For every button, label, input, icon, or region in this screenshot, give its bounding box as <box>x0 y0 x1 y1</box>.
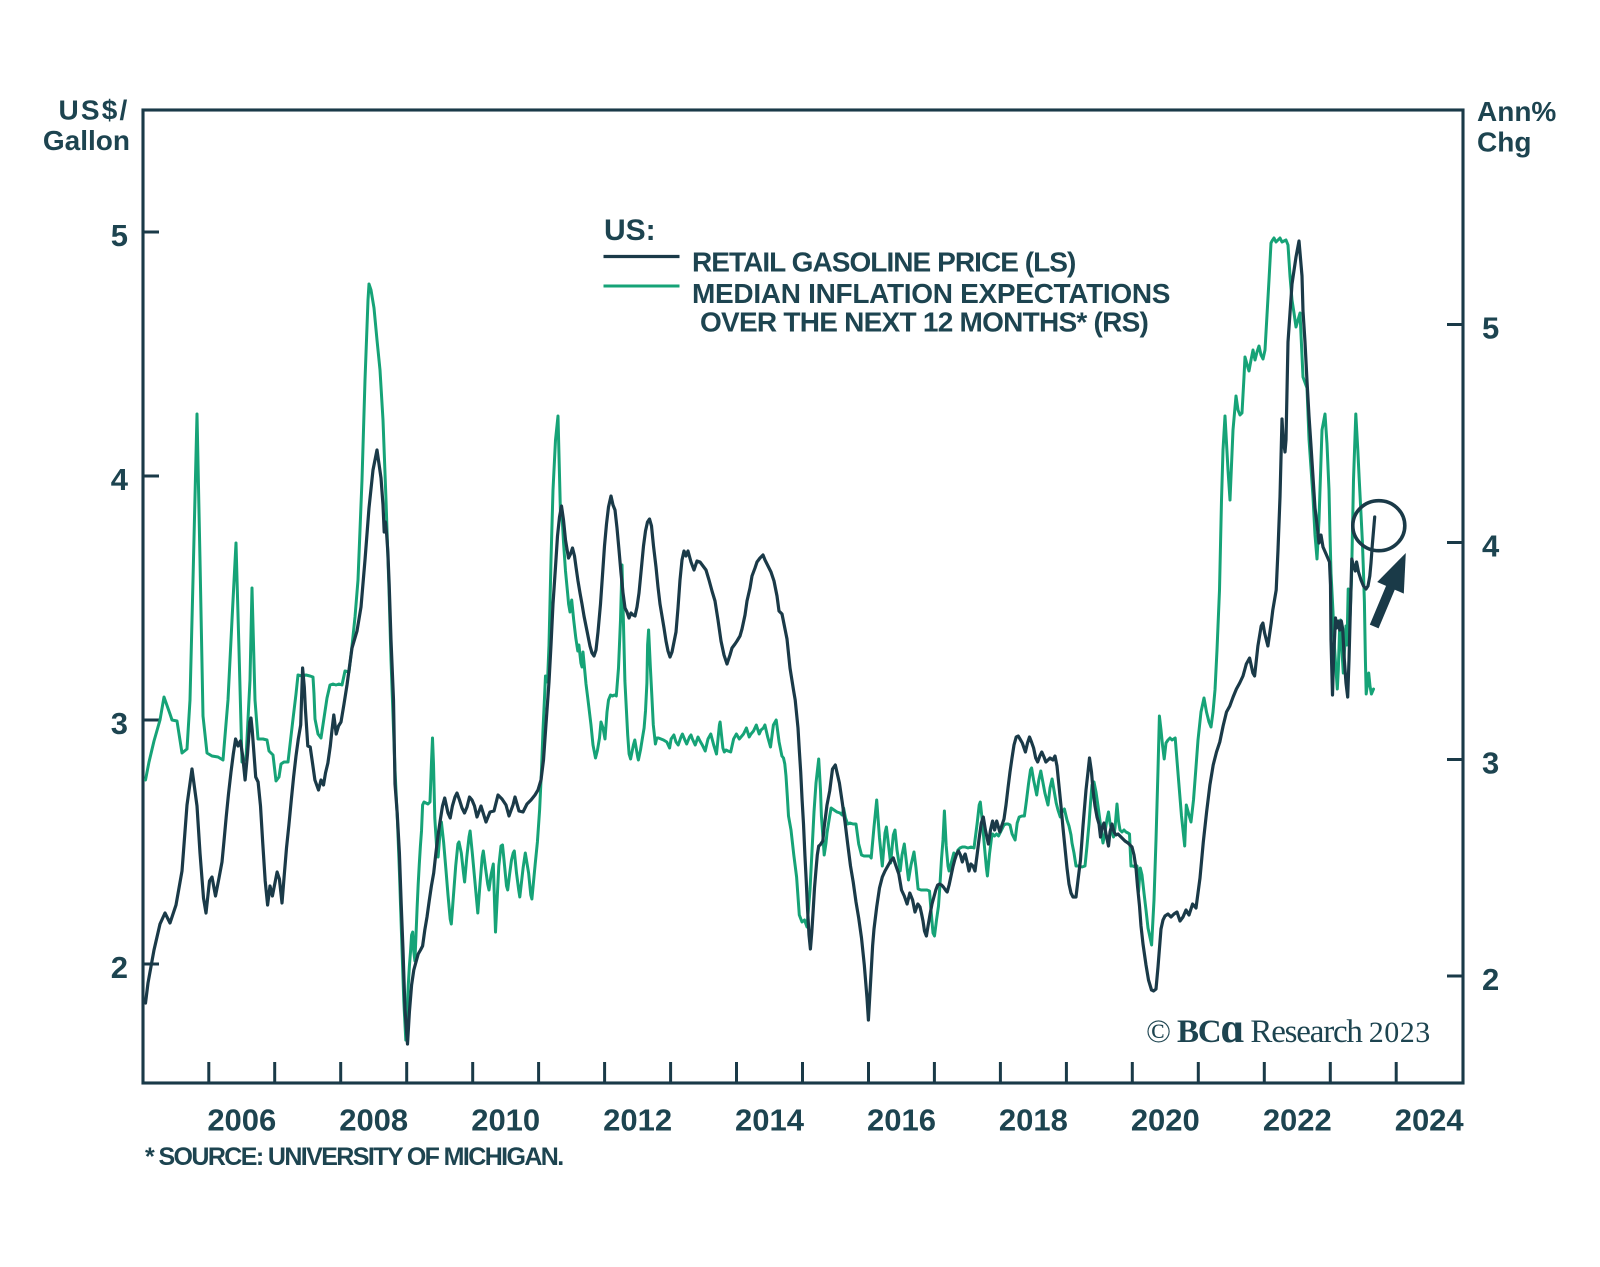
svg-text:OVER THE NEXT 12 MONTHS* (RS): OVER THE NEXT 12 MONTHS* (RS) <box>700 307 1148 338</box>
svg-text:2018: 2018 <box>999 1103 1068 1138</box>
svg-text:Ann%: Ann% <box>1477 96 1556 127</box>
svg-text:MEDIAN INFLATION EXPECTATIONS: MEDIAN INFLATION EXPECTATIONS <box>692 278 1170 309</box>
svg-text:2010: 2010 <box>471 1103 540 1138</box>
svg-text:2016: 2016 <box>867 1103 936 1138</box>
svg-text:2008: 2008 <box>339 1103 408 1138</box>
svg-text:5: 5 <box>1482 311 1499 346</box>
svg-text:2006: 2006 <box>207 1103 276 1138</box>
svg-text:RETAIL GASOLINE PRICE (LS): RETAIL GASOLINE PRICE (LS) <box>692 247 1075 278</box>
svg-text:Gallon: Gallon <box>43 125 130 156</box>
svg-text:2022: 2022 <box>1263 1103 1332 1138</box>
svg-text:* SOURCE: UNIVERSITY OF MICHIG: * SOURCE: UNIVERSITY OF MICHIGAN. <box>145 1143 563 1171</box>
svg-text:US$/: US$/ <box>58 95 129 126</box>
svg-text:2020: 2020 <box>1131 1103 1200 1138</box>
svg-text:3: 3 <box>1482 746 1499 781</box>
svg-text:2: 2 <box>1482 962 1499 997</box>
svg-text:4: 4 <box>111 462 129 497</box>
svg-text:2012: 2012 <box>603 1103 672 1138</box>
svg-text:4: 4 <box>1482 529 1500 564</box>
svg-text:2: 2 <box>111 950 128 985</box>
svg-text:US:: US: <box>604 214 656 247</box>
svg-text:3: 3 <box>111 706 128 741</box>
svg-text:5: 5 <box>111 218 128 253</box>
svg-text:2024: 2024 <box>1395 1103 1465 1138</box>
svg-text:Chg: Chg <box>1477 127 1531 158</box>
svg-text:2014: 2014 <box>735 1103 805 1138</box>
